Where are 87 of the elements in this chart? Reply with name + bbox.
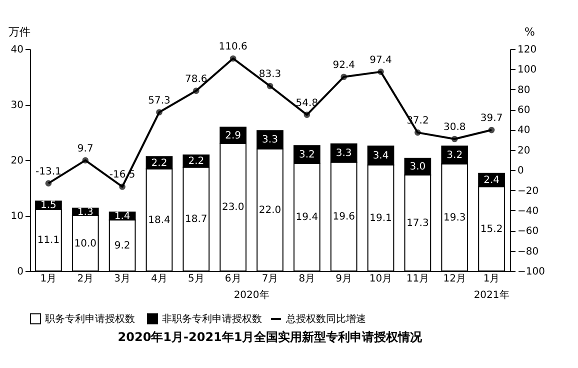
point — [378, 68, 384, 75]
data-label: -13.1 — [36, 166, 62, 178]
data-label: 23.0 — [222, 202, 244, 214]
x-tick-label: 1月 — [483, 274, 500, 284]
data-label: 92.4 — [332, 60, 355, 71]
data-label: 1.5 — [40, 200, 56, 212]
y2-tick-label: 120 — [518, 44, 537, 56]
x-tick-label: 2月 — [77, 274, 94, 284]
text: 2021年 — [474, 289, 510, 301]
data-label: 39.7 — [480, 113, 503, 124]
y-tick-label: 30 — [10, 100, 24, 111]
y2-tick-label: −20 — [518, 186, 539, 197]
y-tick-label: 40 — [10, 44, 24, 56]
y-tick-label: 0 — [17, 266, 24, 278]
x-tick-label: 3月 — [114, 274, 130, 284]
point — [414, 129, 421, 136]
data-label: 15.2 — [480, 224, 503, 235]
data-label: 19.6 — [332, 212, 355, 223]
x-tick-label: 12月 — [443, 274, 466, 284]
data-label: 3.2 — [298, 149, 315, 160]
y2-tick-label: 100 — [518, 64, 537, 76]
data-label: 19.4 — [296, 212, 318, 224]
data-label: 2.2 — [188, 156, 204, 168]
y2-tick-label: 80 — [518, 84, 530, 96]
y2-tick-label: −60 — [518, 226, 539, 238]
data-label: 1.3 — [77, 206, 94, 218]
legend-label: 职务专利申请授权数 — [45, 312, 135, 325]
x-tick-label: 6月 — [224, 274, 242, 284]
data-label: 10.0 — [74, 238, 97, 250]
text: 2020年1月-2021年1月全国实用新型专利申请授权情况 — [118, 330, 424, 344]
point — [304, 112, 310, 118]
point — [156, 109, 162, 116]
data-label: 3.2 — [446, 150, 463, 162]
data-label: 2.2 — [151, 158, 168, 169]
point — [488, 126, 495, 134]
data-label: 17.3 — [406, 218, 429, 229]
legend-label: 非职务专利申请授权数 — [162, 312, 262, 325]
x-tick-label: 4月 — [151, 274, 168, 284]
data-label: 110.6 — [218, 41, 248, 52]
y-tick-label: 20 — [10, 156, 24, 166]
y2-tick-label: 60 — [518, 105, 530, 116]
point — [451, 136, 458, 142]
point — [340, 74, 348, 80]
y-axis-title: 万件 — [8, 26, 30, 38]
legend-label: 总授权数同比增速 — [285, 313, 366, 325]
data-label: 57.3 — [148, 95, 170, 106]
data-label: 3.3 — [262, 134, 278, 146]
x-tick-label: 8月 — [298, 274, 316, 284]
x-tick-label: 9月 — [336, 274, 352, 284]
x-tick-label: 1月 — [40, 274, 57, 284]
data-label: 18.4 — [148, 214, 170, 226]
data-label: 97.4 — [370, 54, 392, 66]
data-label: 22.0 — [258, 204, 282, 216]
x-tick-label: 11月 — [406, 274, 430, 284]
data-label: 9.2 — [114, 240, 130, 252]
point — [266, 82, 274, 90]
y2-tick-label: −100 — [518, 266, 545, 278]
data-label: 9.7 — [77, 143, 94, 154]
point — [82, 157, 89, 164]
data-label: 1.4 — [114, 211, 130, 222]
data-label: 19.1 — [370, 212, 392, 224]
point — [119, 184, 126, 190]
text: 2020年 — [234, 289, 270, 301]
x-tick-label: 7月 — [262, 274, 278, 284]
y2-tick-label: 20 — [518, 145, 530, 156]
data-label: 78.6 — [185, 74, 208, 85]
data-label: 83.3 — [258, 69, 282, 80]
data-label: 2.9 — [225, 130, 242, 142]
data-label: 18.7 — [185, 214, 208, 226]
point — [192, 88, 200, 94]
point — [230, 55, 236, 62]
y-tick-label: 10 — [10, 211, 24, 222]
x-tick-label: 10月 — [369, 274, 392, 284]
data-label: 30.8 — [443, 122, 466, 134]
data-label: 2.4 — [484, 174, 500, 186]
data-label: 3.4 — [372, 150, 389, 162]
point — [45, 180, 52, 186]
data-label: 3.0 — [410, 162, 426, 173]
data-label: 3.3 — [336, 148, 352, 160]
data-label: 19.3 — [443, 212, 466, 224]
y2-tick-label: −40 — [518, 206, 539, 217]
data-label: 11.1 — [37, 235, 60, 246]
y2-tick-label: −80 — [518, 246, 539, 258]
y2-tick-label: 40 — [518, 125, 530, 136]
y2-tick-label: 0 — [518, 166, 524, 177]
x-tick-label: 5月 — [188, 274, 204, 284]
y2-axis-title: % — [524, 26, 535, 38]
